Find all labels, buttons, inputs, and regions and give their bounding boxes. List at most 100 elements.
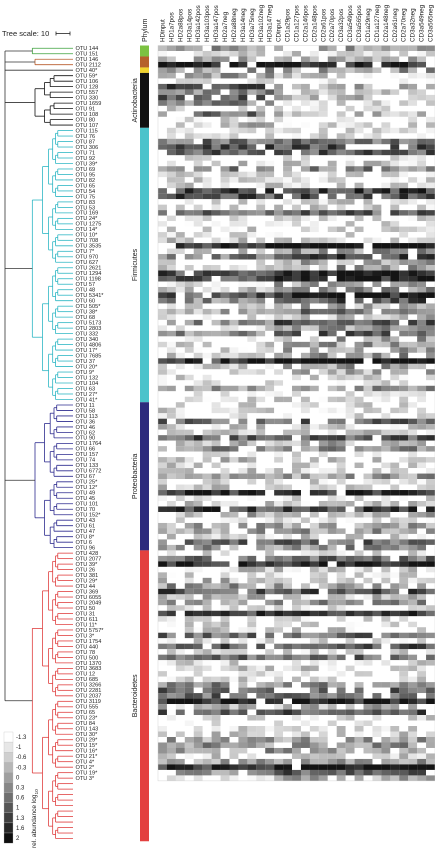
heatmap-cell [202, 78, 212, 84]
heatmap-cell [292, 511, 302, 518]
heatmap-cell [354, 314, 364, 320]
heatmap-cell [318, 468, 328, 474]
heatmap-cell [265, 753, 275, 759]
heatmap-cell [372, 226, 382, 233]
heatmap-cell [202, 594, 212, 600]
heatmap-cell [408, 764, 418, 770]
heatmap-cell [309, 533, 319, 540]
heatmap-cell [220, 341, 230, 348]
heatmap-cell [238, 413, 248, 419]
heatmap-cell [417, 116, 427, 123]
heatmap-cell [292, 286, 302, 293]
otu-label: OTU 332 [76, 331, 99, 337]
heatmap-cell [408, 226, 418, 233]
heatmap-cell [292, 720, 302, 727]
heatmap-cell [327, 577, 337, 584]
heatmap-cell [256, 649, 266, 655]
heatmap-cell [158, 308, 167, 315]
heatmap-cell [372, 753, 382, 759]
heatmap-cell [354, 775, 364, 781]
heatmap-cell [336, 758, 346, 765]
heatmap-cell [175, 111, 185, 117]
heatmap-cell [256, 259, 266, 266]
otu-label: OTU 45 [76, 496, 96, 502]
heatmap-cell [238, 67, 248, 73]
heatmap-cell [327, 544, 337, 551]
heatmap-cell [202, 319, 212, 326]
heatmap-cell [283, 215, 293, 222]
heatmap-cell [166, 682, 176, 688]
heatmap-cell [175, 177, 185, 183]
heatmap-cell [345, 369, 355, 375]
heatmap-cell [158, 457, 167, 463]
heatmap-cell [354, 621, 364, 628]
heatmap-cell [193, 138, 203, 145]
heatmap-cell [390, 654, 400, 661]
heatmap-cell [229, 204, 239, 211]
heatmap-cell [354, 506, 364, 513]
heatmap-cell [372, 676, 382, 683]
heatmap-cell [229, 116, 239, 123]
heatmap-cell [426, 182, 435, 189]
heatmap-cell [300, 577, 310, 584]
heatmap-cell [417, 660, 427, 666]
heatmap-cell [247, 654, 257, 661]
heatmap-cell [283, 100, 293, 106]
heatmap-cell [283, 418, 293, 425]
otu-label: OTU 37 [76, 359, 96, 365]
heatmap-cell [345, 501, 355, 507]
heatmap-cell [336, 347, 346, 353]
heatmap-cell [381, 704, 391, 710]
heatmap-cell [345, 199, 355, 205]
heatmap-cell [184, 215, 194, 222]
heatmap-cell [265, 193, 275, 200]
heatmap-cell [327, 133, 337, 139]
heatmap-cell [300, 693, 310, 699]
heatmap-cell [372, 720, 382, 727]
otu-label: OTU 19* [76, 771, 99, 777]
otu-label: OTU 82 [76, 178, 96, 184]
heatmap-cell [354, 758, 364, 765]
heatmap-cell [202, 221, 212, 227]
heatmap-cell [193, 533, 203, 540]
heatmap-cell [265, 736, 275, 743]
heatmap-cell [417, 649, 427, 655]
heatmap-cell [184, 155, 194, 161]
heatmap-cell [399, 319, 409, 326]
heatmap-cell [336, 555, 346, 562]
heatmap-cell [274, 336, 284, 342]
heatmap-cell [318, 758, 328, 765]
heatmap-cell [193, 654, 203, 661]
heatmap-cell [292, 533, 302, 540]
heatmap-cell [292, 539, 302, 545]
heatmap-cell [166, 660, 176, 666]
heatmap-cell [256, 363, 266, 370]
heatmap-cell [408, 254, 418, 260]
heatmap-cell [211, 533, 221, 540]
heatmap-cell [327, 528, 337, 534]
heatmap-cell [426, 133, 435, 139]
heatmap-cell [229, 468, 239, 474]
heatmap-cell [336, 177, 346, 183]
heatmap-cell [318, 341, 328, 348]
heatmap-cell [211, 215, 221, 222]
heatmap-cell [274, 72, 284, 79]
heatmap-cell [336, 665, 346, 672]
heatmap-cell [229, 286, 239, 293]
heatmap-cell [336, 594, 346, 600]
heatmap-cell [327, 511, 337, 518]
heatmap-cell [399, 654, 409, 661]
heatmap-cell [390, 671, 400, 677]
heatmap-cell [417, 479, 427, 485]
heatmap-cell [372, 292, 382, 298]
heatmap-cell [184, 116, 194, 123]
heatmap-cell [354, 627, 364, 633]
heatmap-cell [408, 243, 418, 249]
heatmap-cell [336, 643, 346, 650]
heatmap-cell [283, 616, 293, 622]
heatmap-cell [166, 758, 176, 765]
heatmap-cell [300, 473, 310, 480]
heatmap-cell [238, 588, 248, 595]
heatmap-cell [158, 550, 167, 556]
heatmap-cell [238, 726, 248, 732]
